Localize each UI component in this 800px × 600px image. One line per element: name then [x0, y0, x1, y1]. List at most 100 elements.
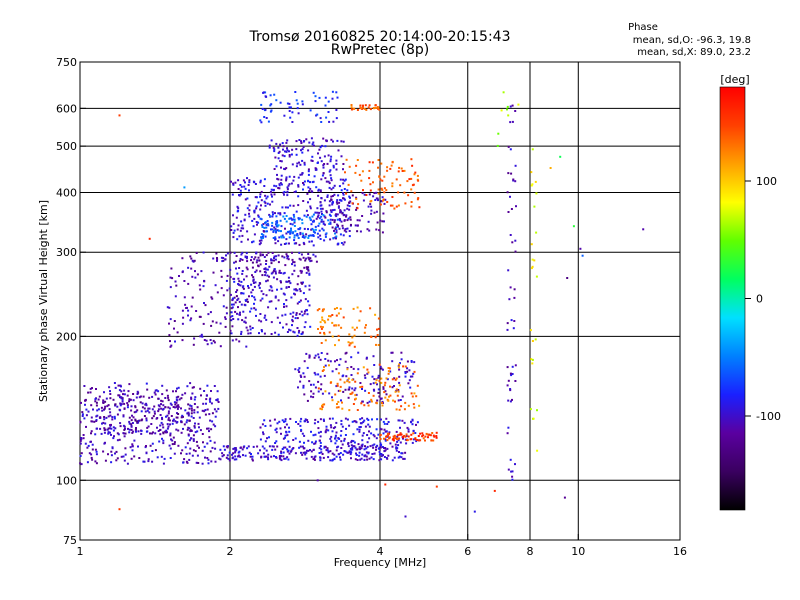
- echo-point: [172, 390, 174, 393]
- echo-point: [246, 268, 249, 271]
- echo-point: [383, 202, 386, 205]
- echo-point: [268, 289, 271, 292]
- echo-point: [185, 452, 188, 455]
- echo-point: [329, 238, 332, 241]
- echo-point: [507, 145, 510, 148]
- echo-point: [321, 207, 324, 210]
- echo-point: [340, 210, 343, 213]
- echo-point: [435, 436, 438, 439]
- echo-point: [98, 395, 101, 398]
- echo-point: [511, 373, 514, 375]
- echo-point: [403, 191, 406, 194]
- echo-point: [416, 174, 419, 177]
- echo-point: [244, 256, 247, 259]
- echo-point: [263, 332, 266, 335]
- echo-point: [279, 321, 281, 324]
- echo-point: [133, 411, 136, 414]
- echo-point: [379, 437, 382, 440]
- echo-point: [281, 234, 284, 237]
- echo-point: [278, 420, 281, 423]
- echo-point: [337, 372, 340, 375]
- echo-point: [103, 407, 106, 410]
- y-tick-label: 300: [56, 246, 77, 259]
- echo-point: [320, 204, 323, 207]
- echo-point: [242, 287, 245, 290]
- echo-point: [270, 228, 272, 231]
- echo-point: [260, 190, 263, 193]
- echo-point: [118, 389, 121, 392]
- echo-point: [307, 170, 310, 173]
- echo-point: [329, 218, 332, 221]
- echo-point: [103, 408, 105, 411]
- echo-point: [286, 102, 289, 105]
- echo-point: [305, 457, 308, 460]
- echo-point: [359, 310, 362, 313]
- echo-point: [81, 411, 84, 414]
- echo-point: [327, 429, 330, 432]
- echo-point: [361, 170, 364, 173]
- echo-point: [382, 198, 385, 201]
- echo-point: [175, 401, 178, 404]
- echo-point: [286, 191, 289, 194]
- echo-point: [340, 242, 343, 244]
- echo-point: [276, 288, 278, 291]
- echo-point: [356, 224, 359, 227]
- echo-point: [206, 457, 209, 459]
- echo-point: [142, 395, 145, 398]
- echo-point: [297, 112, 300, 115]
- echo-point: [340, 440, 343, 443]
- echo-point: [119, 409, 122, 412]
- echo-point: [330, 195, 333, 198]
- echo-point: [270, 321, 273, 324]
- echo-point: [203, 390, 206, 392]
- echo-point: [211, 446, 214, 449]
- echo-point: [183, 458, 186, 461]
- echo-point: [393, 456, 396, 459]
- echo-point: [418, 206, 421, 209]
- echo-point: [145, 417, 148, 420]
- echo-point: [309, 109, 312, 112]
- echo-point: [193, 426, 196, 429]
- echo-point: [364, 425, 367, 428]
- echo-point: [315, 186, 318, 189]
- echo-point: [379, 445, 382, 448]
- echo-point: [308, 240, 311, 243]
- echo-point: [336, 359, 338, 362]
- echo-point: [242, 285, 245, 288]
- echo-point: [377, 391, 380, 394]
- echo-point: [319, 190, 322, 193]
- echo-point: [404, 375, 407, 378]
- echo-point: [226, 252, 229, 255]
- echo-point: [323, 374, 326, 377]
- echo-point: [259, 270, 262, 273]
- echo-point: [124, 427, 126, 430]
- echo-point: [339, 199, 342, 201]
- echo-point: [350, 451, 353, 454]
- echo-point: [391, 445, 394, 448]
- echo-point: [375, 343, 377, 346]
- echo-point: [398, 433, 401, 436]
- echo-point: [351, 202, 354, 205]
- echo-point: [337, 194, 340, 197]
- echo-point: [299, 420, 302, 423]
- echo-point: [380, 458, 383, 461]
- echo-point: [507, 172, 510, 175]
- echo-point: [230, 225, 233, 228]
- echo-point: [280, 183, 283, 186]
- echo-point: [248, 215, 251, 218]
- echo-point: [404, 365, 407, 368]
- echo-point: [353, 328, 356, 331]
- echo-point: [374, 336, 377, 339]
- echo-point: [186, 385, 189, 388]
- echo-point: [136, 409, 139, 412]
- echo-point: [148, 411, 151, 414]
- echo-point: [314, 455, 317, 458]
- echo-point: [152, 415, 155, 418]
- echo-point: [354, 171, 357, 174]
- echo-point: [140, 410, 143, 413]
- echo-point: [151, 442, 154, 445]
- echo-point: [235, 255, 238, 257]
- echo-point: [302, 292, 305, 295]
- echo-point: [346, 219, 349, 222]
- echo-point: [296, 289, 299, 292]
